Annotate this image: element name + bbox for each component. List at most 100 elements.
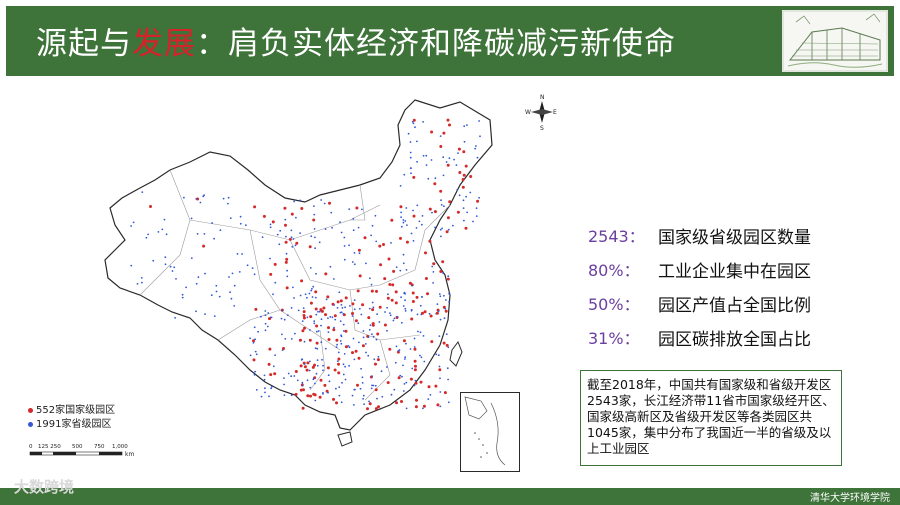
provincial-park-dot [416,204,419,207]
provincial-park-dot [271,385,273,388]
provincial-park-dot [396,315,399,318]
national-park-dot [462,173,466,177]
provincial-park-dot [400,225,403,228]
provincial-park-dot [405,269,408,271]
provincial-park-dot [462,199,465,202]
provincial-park-dot [323,202,326,205]
provincial-park-dot [301,384,304,387]
national-park-dot [414,364,417,368]
provincial-park-dot [338,291,341,294]
national-park-dot [295,241,299,245]
provincial-park-dot [195,310,197,313]
china-outline [104,99,493,431]
national-park-dot [379,263,383,267]
national-park-dot [428,239,432,243]
national-park-dot [439,189,443,193]
provincial-park-dot [371,224,374,227]
national-park-dot [410,317,414,321]
provincial-park-dot [260,315,262,318]
provincial-park-dot [405,407,408,410]
provincial-park-dot [386,306,388,309]
provincial-park-dot [152,259,155,262]
provincial-park-dot [441,227,443,230]
provincial-park-dot [365,351,367,354]
provincial-park-dot [402,390,405,392]
provincial-park-dot [465,195,467,198]
national-park-dot [309,315,313,319]
provincial-park-dot [404,358,406,360]
national-park-dot [335,401,338,405]
provincial-park-dot [253,373,256,376]
national-park-dot [421,311,424,315]
provincial-park-dot [185,286,188,289]
provincial-park-dot [264,322,267,325]
provincial-park-dot [371,301,374,304]
provincial-park-dot [445,333,448,335]
provincial-park-dot [405,381,408,384]
provincial-park-dot [439,318,442,321]
provincial-park-dot [327,391,329,394]
national-park-dot [413,368,417,372]
provincial-park-dot [272,365,275,368]
provincial-park-dot [283,377,285,379]
provincial-park-dot [440,199,442,202]
provincial-park-dot [434,177,437,180]
national-park-dot [422,404,426,408]
stat-row: 50%： 园区产值占全国比例 [588,286,811,320]
provincial-park-dot [417,330,419,333]
national-park-dot [374,362,377,366]
national-park-dot [376,332,380,336]
national-park-dot [442,131,446,135]
provincial-park-dot [412,240,415,242]
provincial-park-dot [378,321,381,323]
national-park-dot [284,240,288,244]
provincial-park-dot [328,380,331,383]
national-park-dot [464,226,468,230]
provincial-park-dot [410,172,412,175]
provincial-park-dot [389,314,392,317]
provincial-park-dot [344,365,346,368]
national-park-dot [376,358,380,362]
national-park-dot [443,391,447,395]
provincial-park-dot [334,318,337,321]
provincial-park-dot [283,383,285,386]
provincial-park-dot [291,245,294,248]
provincial-park-dot [278,243,281,246]
provincial-park-dot [463,125,466,128]
stat-label: 工业企业集中在园区 [658,261,811,282]
provincial-park-dot [227,196,230,199]
provincial-park-dot [287,372,290,375]
provincial-park-dot [407,132,410,135]
national-park-dot [435,311,439,315]
provincial-park-dot [432,282,434,284]
provincial-park-dot [320,341,323,344]
national-park-dot [402,339,406,343]
provincial-park-dot [466,211,468,214]
provincial-park-dot [274,281,277,284]
national-park-dot [426,292,429,296]
title-part2: ：肩负实体经济和降碳减污新使命 [196,26,676,62]
provincial-park-dot [353,388,356,391]
provincial-park-dot [368,307,371,310]
provincial-park-dot [290,229,293,232]
national-park-dot [313,363,316,367]
provincial-park-dot [352,229,355,232]
provincial-park-dot [286,275,289,278]
provincial-park-dot [369,277,371,280]
provincial-park-dot [429,394,432,396]
provincial-park-dot [190,257,193,259]
provincial-park-dot [183,196,185,199]
provincial-park-dot [231,272,234,275]
provincial-park-dot [360,313,363,316]
national-park-dot [446,216,450,220]
provincial-park-dot [308,292,311,295]
provincial-park-dot [353,404,355,406]
provincial-park-dot [261,236,264,239]
national-park-dot [294,392,298,396]
provincial-park-dot [280,317,283,320]
provincial-park-dot [310,235,313,238]
provincial-park-dot [336,360,339,362]
provincial-park-dot [294,332,296,335]
national-park-dot [442,341,446,345]
map-legend: 552家国家级园区 1991家省级园区 [28,404,115,432]
